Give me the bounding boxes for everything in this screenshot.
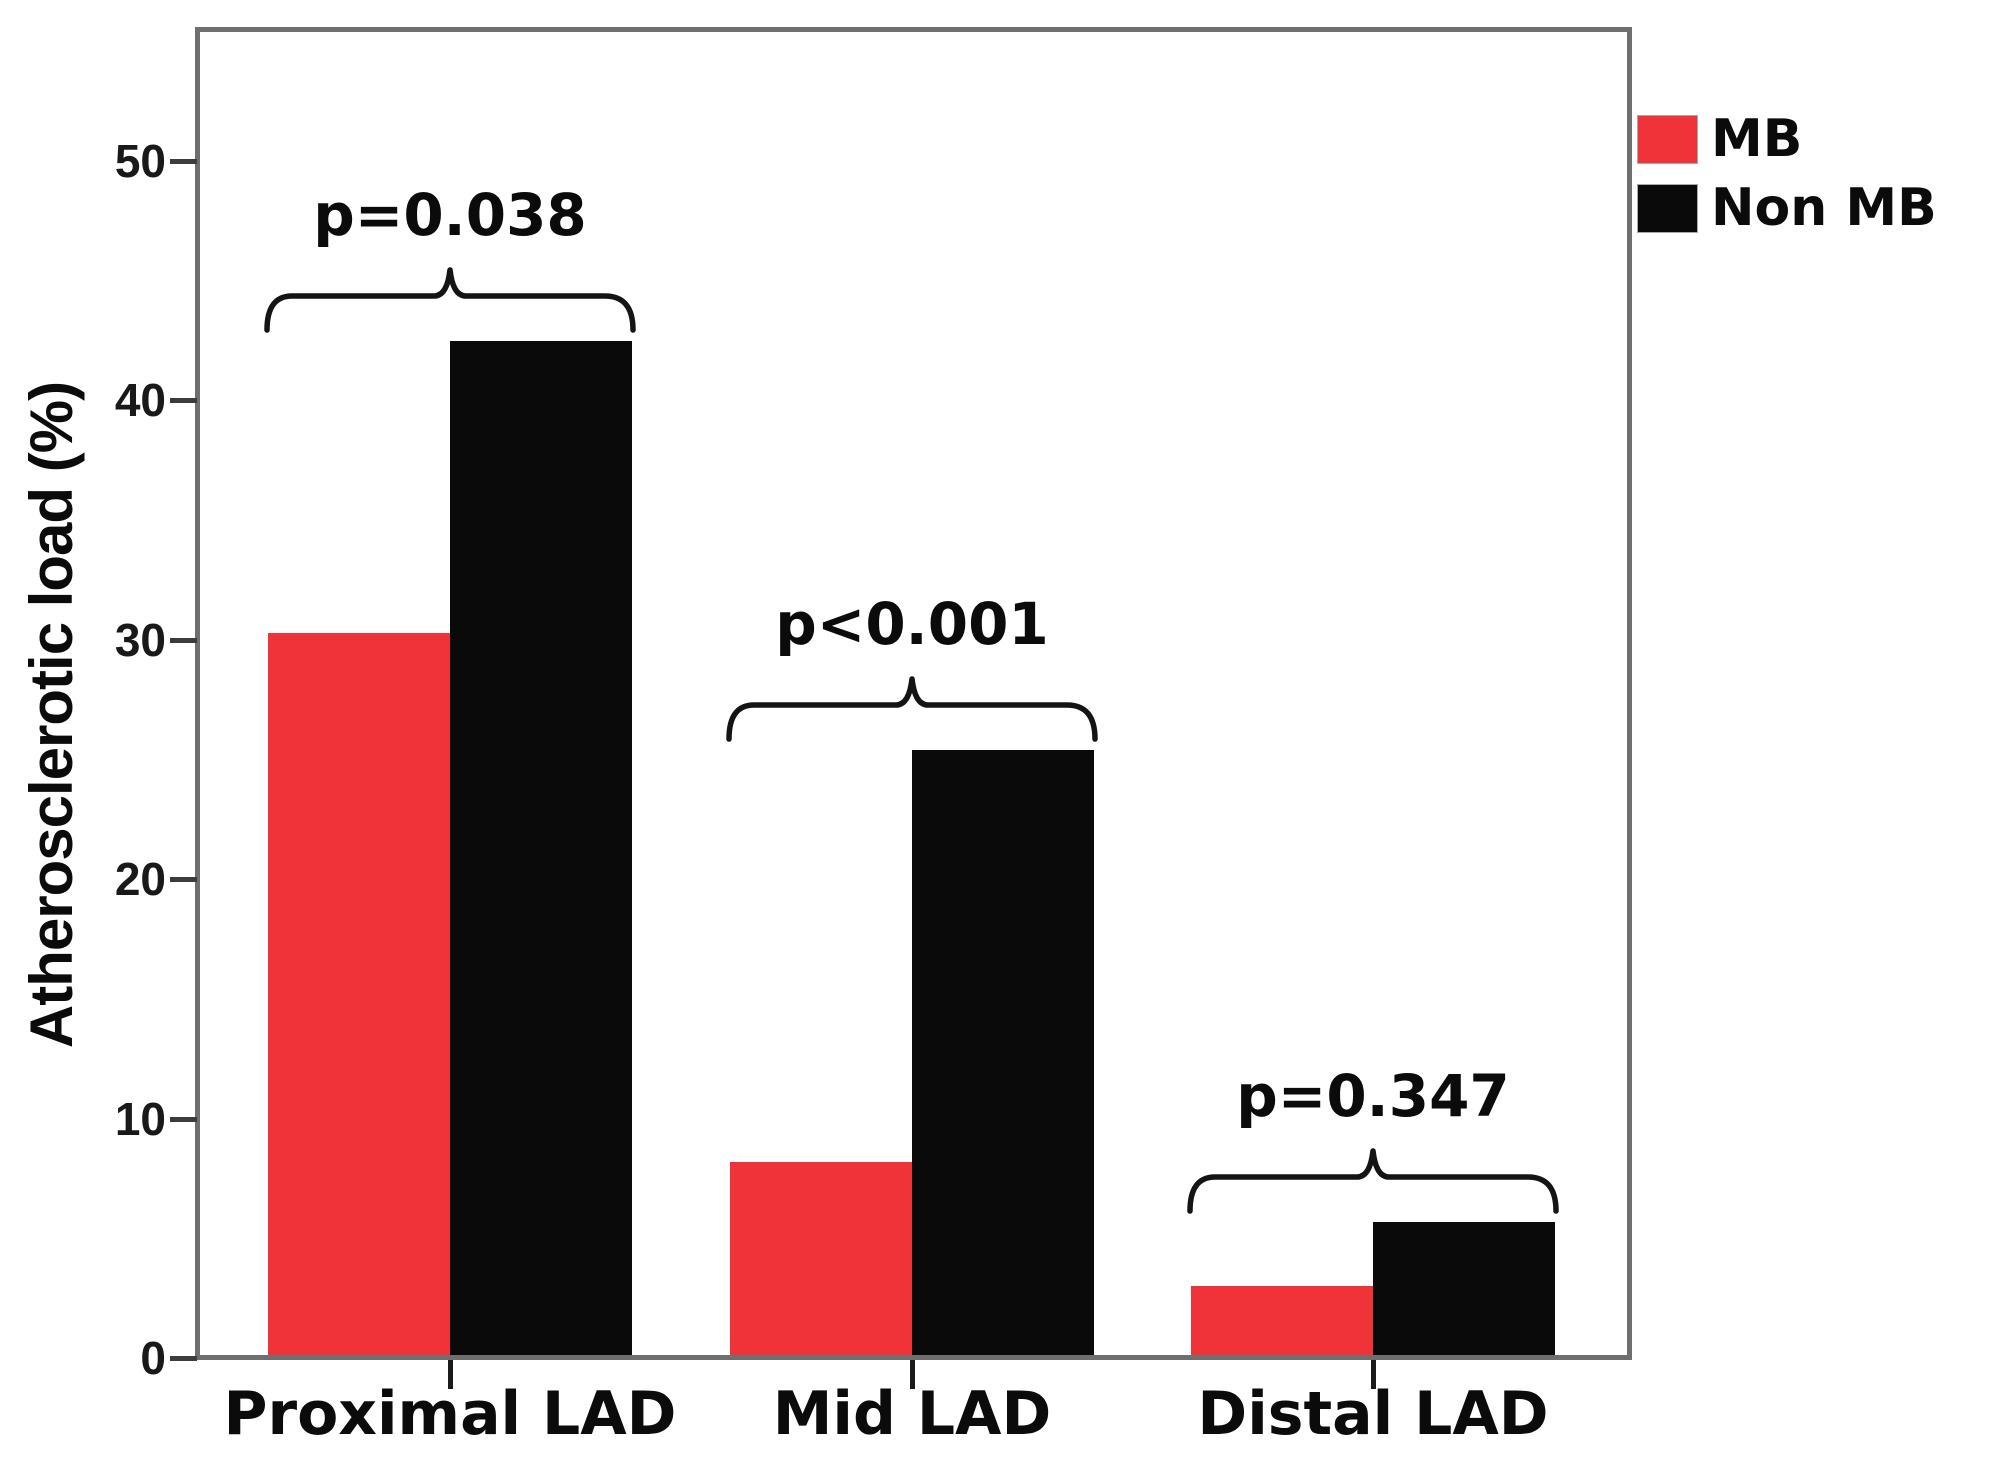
y-tick-mark (170, 398, 197, 404)
significance-bracket (726, 676, 1098, 742)
y-tick-label: 40 (114, 374, 166, 427)
bracket-path (264, 266, 636, 333)
x-tick-mark (910, 1360, 915, 1389)
y-tick-label: 20 (114, 853, 166, 906)
y-tick-label: 0 (140, 1332, 166, 1384)
y-tick-mark (170, 637, 197, 643)
bar-non-mb-2 (1373, 1221, 1555, 1358)
significance-bracket (264, 266, 636, 333)
y-tick-label: 50 (114, 135, 166, 187)
y-tick-label: 30 (114, 613, 166, 666)
bar-mb-0 (268, 632, 450, 1358)
bar-mb-1 (730, 1161, 912, 1358)
x-category-label: Proximal LAD (223, 1379, 677, 1449)
y-tick-mark (170, 877, 197, 883)
significance-bracket (1187, 1147, 1559, 1214)
x-tick-mark (448, 1360, 453, 1389)
y-tick-mark (170, 1356, 197, 1361)
legend-swatch-mb (1637, 114, 1698, 164)
legend-item: Non MB (1637, 182, 1937, 234)
p-value-label: p=0.347 (1236, 1061, 1510, 1130)
legend-label: Non MB (1711, 178, 1937, 238)
bracket-path (1187, 1147, 1559, 1214)
bracket-path (726, 676, 1098, 742)
y-tick-mark (170, 1116, 197, 1122)
y-axis-title: Atherosclerotic load (%) (18, 381, 85, 1049)
x-category-label: Distal LAD (1197, 1379, 1549, 1449)
x-tick-mark (1371, 1360, 1376, 1389)
y-tick-label: 10 (114, 1092, 166, 1145)
p-value-label: p<0.001 (775, 589, 1049, 658)
legend: MB Non MB (1637, 113, 1937, 251)
legend-swatch-non-mb (1637, 183, 1698, 233)
bar-non-mb-1 (912, 749, 1094, 1358)
p-value-label: p=0.038 (313, 180, 587, 249)
y-tick-mark (170, 159, 197, 164)
bar-non-mb-0 (450, 340, 632, 1358)
legend-item: MB (1637, 113, 1937, 165)
legend-label: MB (1711, 109, 1803, 169)
x-category-label: Mid LAD (772, 1379, 1052, 1449)
bar-mb-2 (1191, 1286, 1373, 1358)
